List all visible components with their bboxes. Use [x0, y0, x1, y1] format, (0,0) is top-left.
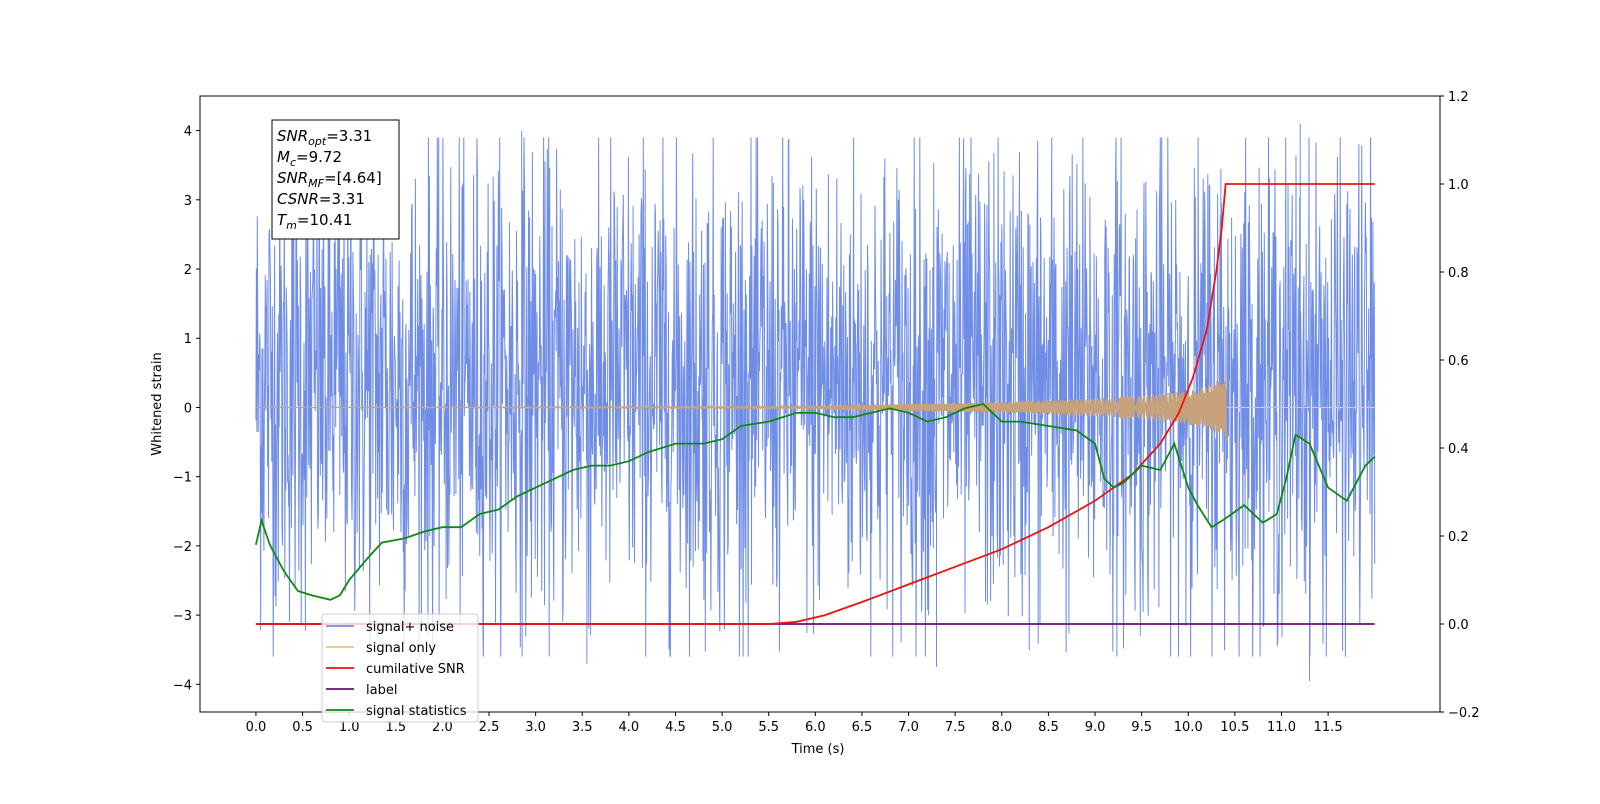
- x-tick-label: 11.0: [1267, 720, 1296, 735]
- x-tick-label: 4.5: [665, 720, 686, 735]
- legend: signal+ noise signal only cumilative SNR la…: [321, 613, 479, 723]
- legend-frame: [321, 613, 479, 723]
- y-axis-left: 4 3 2 1 0 −1 −2 −3 −4: [173, 125, 200, 693]
- y-tick-label: 1: [184, 332, 192, 347]
- legend-label: signal statistics: [366, 704, 467, 719]
- legend-label: label: [366, 683, 397, 698]
- x-tick-label: 0.0: [246, 720, 267, 735]
- x-tick-label: 1.0: [339, 720, 360, 735]
- y-tick-label: 0: [184, 401, 192, 416]
- signal-statistics-line: [255, 403, 1376, 601]
- y-tick-label: −3: [173, 609, 192, 624]
- y-tick-label: 2: [184, 263, 192, 278]
- y-tick-label: 3: [184, 194, 192, 209]
- annotation-line: CSNR=3.31: [277, 190, 365, 208]
- signal-noise-series: [255, 123, 1376, 681]
- y2-tick-label: 0.8: [1448, 266, 1469, 281]
- y2-tick-label: 0.2: [1448, 530, 1469, 545]
- x-tick-label: 7.0: [898, 720, 919, 735]
- annotation-line: Tm=10.41: [277, 211, 352, 232]
- plot-frame: [199, 95, 1441, 713]
- x-tick-label: 2.0: [432, 720, 453, 735]
- signal-only-series: [255, 376, 1375, 442]
- annotation-line: Mc=9.72: [277, 148, 342, 169]
- legend-label: signal+ noise: [366, 620, 454, 635]
- signal-only-line: [255, 376, 1228, 442]
- signal-noise-line: [255, 123, 1376, 681]
- y2-tick-label: 0.4: [1448, 442, 1469, 457]
- annotation-line: SNRMF=[4.64]: [277, 169, 382, 190]
- x-axis-label: Time (s): [791, 742, 845, 757]
- x-tick-label: 8.0: [991, 720, 1012, 735]
- x-tick-label: 3.0: [525, 720, 546, 735]
- x-tick-label: 5.0: [712, 720, 733, 735]
- x-tick-label: 0.5: [292, 720, 313, 735]
- y2-tick-label: 1.0: [1448, 178, 1469, 193]
- y2-tick-label: 1.2: [1448, 90, 1469, 105]
- x-tick-label: 11.5: [1314, 720, 1343, 735]
- annotation-line: SNRopt=3.31: [277, 127, 372, 148]
- legend-label: cumilative SNR: [366, 662, 465, 677]
- y-tick-label: 4: [184, 125, 192, 140]
- annotation-frame: [271, 119, 400, 240]
- x-tick-label: 9.0: [1085, 720, 1106, 735]
- x-tick-label: 10.5: [1220, 720, 1249, 735]
- x-tick-label: 2.5: [479, 720, 500, 735]
- x-tick-label: 9.5: [1131, 720, 1152, 735]
- y2-tick-label: 0.6: [1448, 354, 1469, 369]
- y-axis-right: 1.2 1.0 0.8 0.6 0.4 0.2 0.0 −0.2: [1440, 90, 1480, 721]
- x-axis: 0.0 0.5 1.0 1.5 2.0 2.5 3.0 3.5 4.0 4.5 5.0 5.5 6.0 6…: [246, 712, 1343, 735]
- y-tick-label: −2: [173, 540, 192, 555]
- x-tick-label: 10.0: [1174, 720, 1203, 735]
- y-tick-label: −4: [173, 678, 192, 693]
- x-tick-label: 1.5: [385, 720, 406, 735]
- x-tick-label: 5.5: [758, 720, 779, 735]
- x-tick-label: 6.5: [852, 720, 873, 735]
- x-tick-label: 7.5: [945, 720, 966, 735]
- y-axis-label: Whitened strain: [150, 352, 165, 455]
- x-tick-label: 4.0: [619, 720, 640, 735]
- y2-tick-label: −0.2: [1448, 706, 1480, 721]
- y-tick-label: −1: [173, 471, 192, 486]
- x-tick-label: 3.5: [572, 720, 593, 735]
- y2-tick-label: 0.0: [1448, 618, 1469, 633]
- cumilative-snr-line: [255, 183, 1375, 625]
- x-tick-label: 6.0: [805, 720, 826, 735]
- legend-label: signal only: [366, 641, 436, 656]
- x-tick-label: 8.5: [1038, 720, 1059, 735]
